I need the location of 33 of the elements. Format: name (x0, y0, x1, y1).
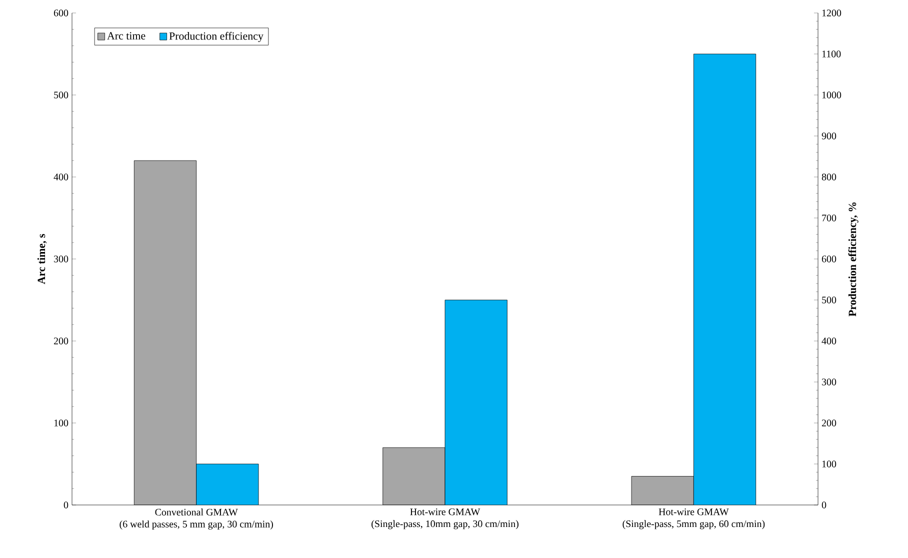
y-tick-label: 200 (54, 338, 68, 344)
y-tick-label: 300 (54, 256, 68, 262)
bar (382, 448, 446, 505)
y2-tick-label: 400 (822, 338, 836, 344)
y2-tick-label: 600 (822, 256, 836, 262)
y2-axis-title: Production efficiency, % (848, 202, 858, 316)
bar (196, 464, 259, 505)
bar (631, 476, 694, 505)
y2-tick-label: 100 (822, 460, 836, 468)
y-tick-label: 500 (54, 92, 68, 98)
y2-tick-label: 1000 (822, 92, 842, 98)
y2-tick-label: 0 (822, 502, 826, 508)
y2-tick-label: 800 (822, 174, 836, 180)
y2-tick-label: 300 (822, 378, 836, 386)
x-tick-label: Convetional GMAW (6 weld passes, 5 mm gap, 30 cm/min) (120, 508, 273, 530)
y-tick-label: 600 (54, 10, 68, 16)
y2-tick-label: 700 (822, 214, 836, 222)
y-tick-label: 0 (64, 502, 68, 508)
y-tick-label: 100 (54, 420, 68, 426)
legend-label: Production efficiency (169, 32, 264, 42)
y2-tick-label: 1200 (822, 10, 842, 16)
bar (445, 300, 508, 505)
y2-tick-label: 500 (822, 296, 836, 304)
y2-tick-label: 1100 (822, 50, 841, 58)
bar (134, 160, 196, 505)
y-tick-label: 400 (54, 174, 68, 180)
x-tick-label: Hot-wire GMAW (Single-pass, 10mm gap, 30 cm/min) (372, 508, 518, 530)
bar (693, 54, 756, 505)
y-axis-title: Arc time, s (37, 234, 47, 284)
y2-tick-label: 900 (822, 132, 836, 140)
legend-label: Arc time (107, 32, 146, 40)
y2-tick-label: 200 (822, 420, 836, 426)
x-tick-label: Hot-wire GMAW (Single-pass, 5mm gap, 60 cm/min) (622, 508, 765, 530)
